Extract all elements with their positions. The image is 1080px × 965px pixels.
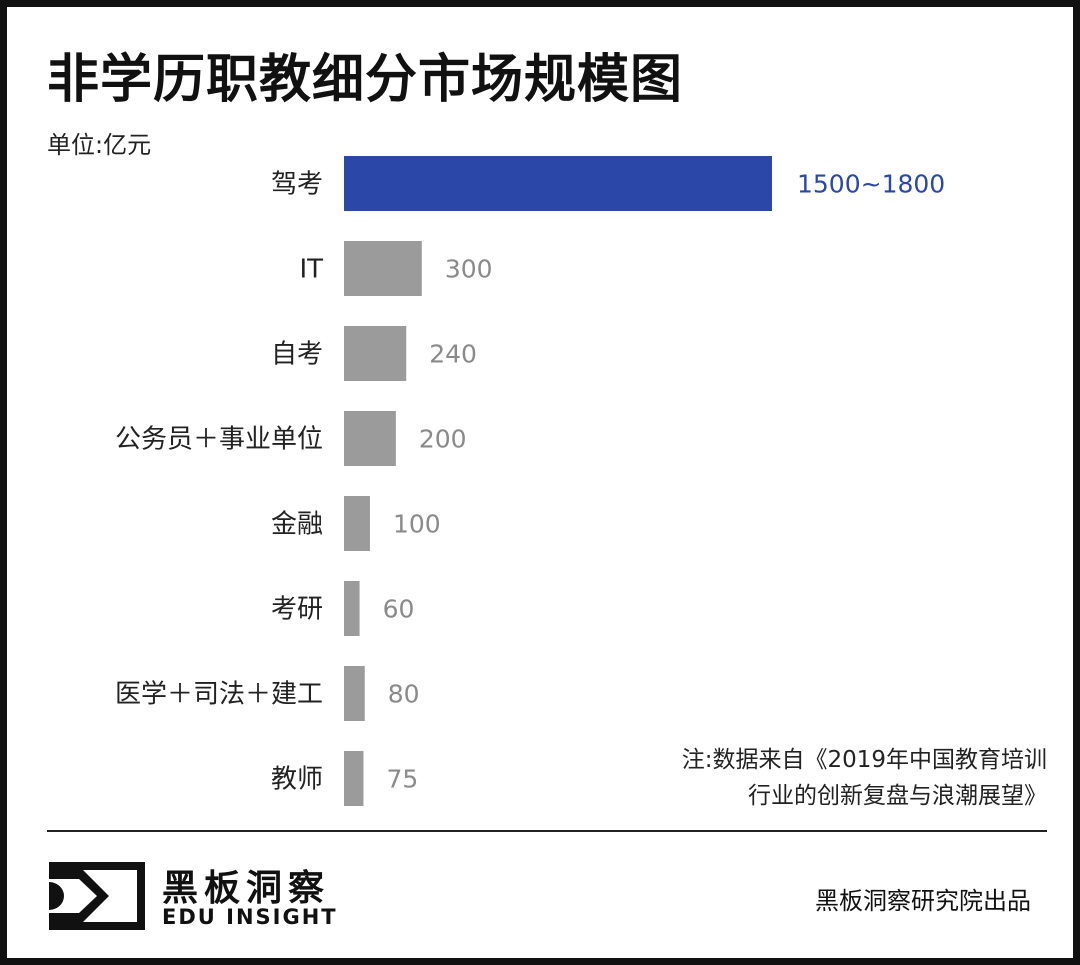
- unit-label: 单位:亿元: [47, 131, 152, 159]
- bar-chart: 驾考 1500~1800 IT 300 自考 240 公务员＋事业单位 200 金融 100 考研 6…: [115, 156, 945, 806]
- category-label: 金融: [271, 510, 323, 540]
- category-label: 医学＋司法＋建工: [115, 680, 323, 710]
- category-label: IT: [299, 255, 323, 285]
- bar: [344, 326, 407, 381]
- value-label: 300: [445, 255, 493, 284]
- footer-divider: [47, 830, 1047, 832]
- eye-bracket-logo-icon: [49, 862, 145, 930]
- source-note-line-2: 行业的创新复盘与浪潮展望》: [748, 783, 1047, 809]
- value-label: 200: [419, 425, 467, 454]
- category-label: 考研: [271, 595, 323, 625]
- value-label: 75: [386, 765, 418, 794]
- category-label: 驾考: [271, 170, 323, 200]
- chart-title: 非学历职教细分市场规模图: [47, 50, 684, 110]
- value-label: 100: [393, 510, 441, 539]
- source-note: 注:数据来自《2019年中国教育培训 行业的创新复盘与浪潮展望》: [607, 742, 1047, 814]
- brand-name-english: EDU INSIGHT: [162, 905, 338, 929]
- source-note-line-1: 注:数据来自《2019年中国教育培训: [681, 747, 1047, 773]
- bar: [344, 751, 364, 806]
- bar: [344, 666, 365, 721]
- credit-text: 黑板洞察研究院出品: [815, 887, 1031, 915]
- category-label: 公务员＋事业单位: [115, 425, 323, 455]
- brand-name-chinese: 黑板洞察: [162, 868, 331, 909]
- category-label: 自考: [271, 340, 323, 370]
- bar: [344, 581, 360, 636]
- bar: [344, 156, 772, 211]
- value-label: 1500~1800: [797, 170, 945, 199]
- value-label: 60: [383, 595, 415, 624]
- bar: [344, 411, 396, 466]
- bar: [344, 496, 370, 551]
- value-label: 80: [388, 680, 420, 709]
- value-label: 240: [429, 340, 477, 369]
- category-label: 教师: [271, 765, 323, 795]
- bar: [344, 241, 422, 296]
